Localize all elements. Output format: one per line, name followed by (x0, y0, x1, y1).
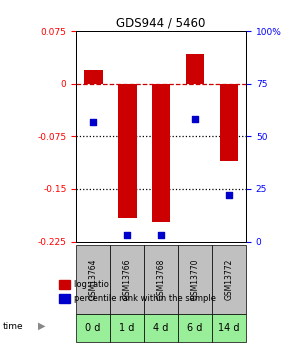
Point (125, 233, 130, 238)
Text: 14 d: 14 d (218, 323, 240, 333)
Text: GSM13770: GSM13770 (191, 259, 200, 300)
Text: 0 d: 0 d (86, 323, 101, 333)
Point (91, 119, 96, 124)
Text: log ratio: log ratio (74, 280, 109, 289)
Text: GSM13766: GSM13766 (123, 259, 132, 300)
Text: 4 d: 4 d (154, 323, 169, 333)
Point (159, 233, 163, 238)
Point (227, 193, 231, 198)
Bar (110, 314, 144, 342)
Text: percentile rank within the sample: percentile rank within the sample (74, 294, 216, 303)
Point (193, 117, 197, 122)
Bar (178, 314, 212, 342)
Bar (144, 314, 178, 342)
Text: 1 d: 1 d (120, 323, 135, 333)
Text: 6 d: 6 d (188, 323, 203, 333)
Bar (76, 245, 110, 314)
Bar (118, 84, 137, 218)
Title: GDS944 / 5460: GDS944 / 5460 (116, 17, 206, 30)
Text: time: time (3, 322, 23, 331)
Bar (76, 314, 110, 342)
Text: GSM13772: GSM13772 (225, 259, 234, 300)
Bar (84, 70, 103, 84)
Bar (178, 245, 212, 314)
Text: ▶: ▶ (38, 321, 46, 331)
Bar (220, 84, 239, 161)
Bar (144, 245, 178, 314)
Bar (212, 245, 246, 314)
Bar (152, 84, 171, 222)
Bar (212, 314, 246, 342)
Bar (110, 245, 144, 314)
Text: GSM13764: GSM13764 (89, 259, 98, 300)
Bar (186, 54, 205, 84)
Text: GSM13768: GSM13768 (157, 259, 166, 300)
